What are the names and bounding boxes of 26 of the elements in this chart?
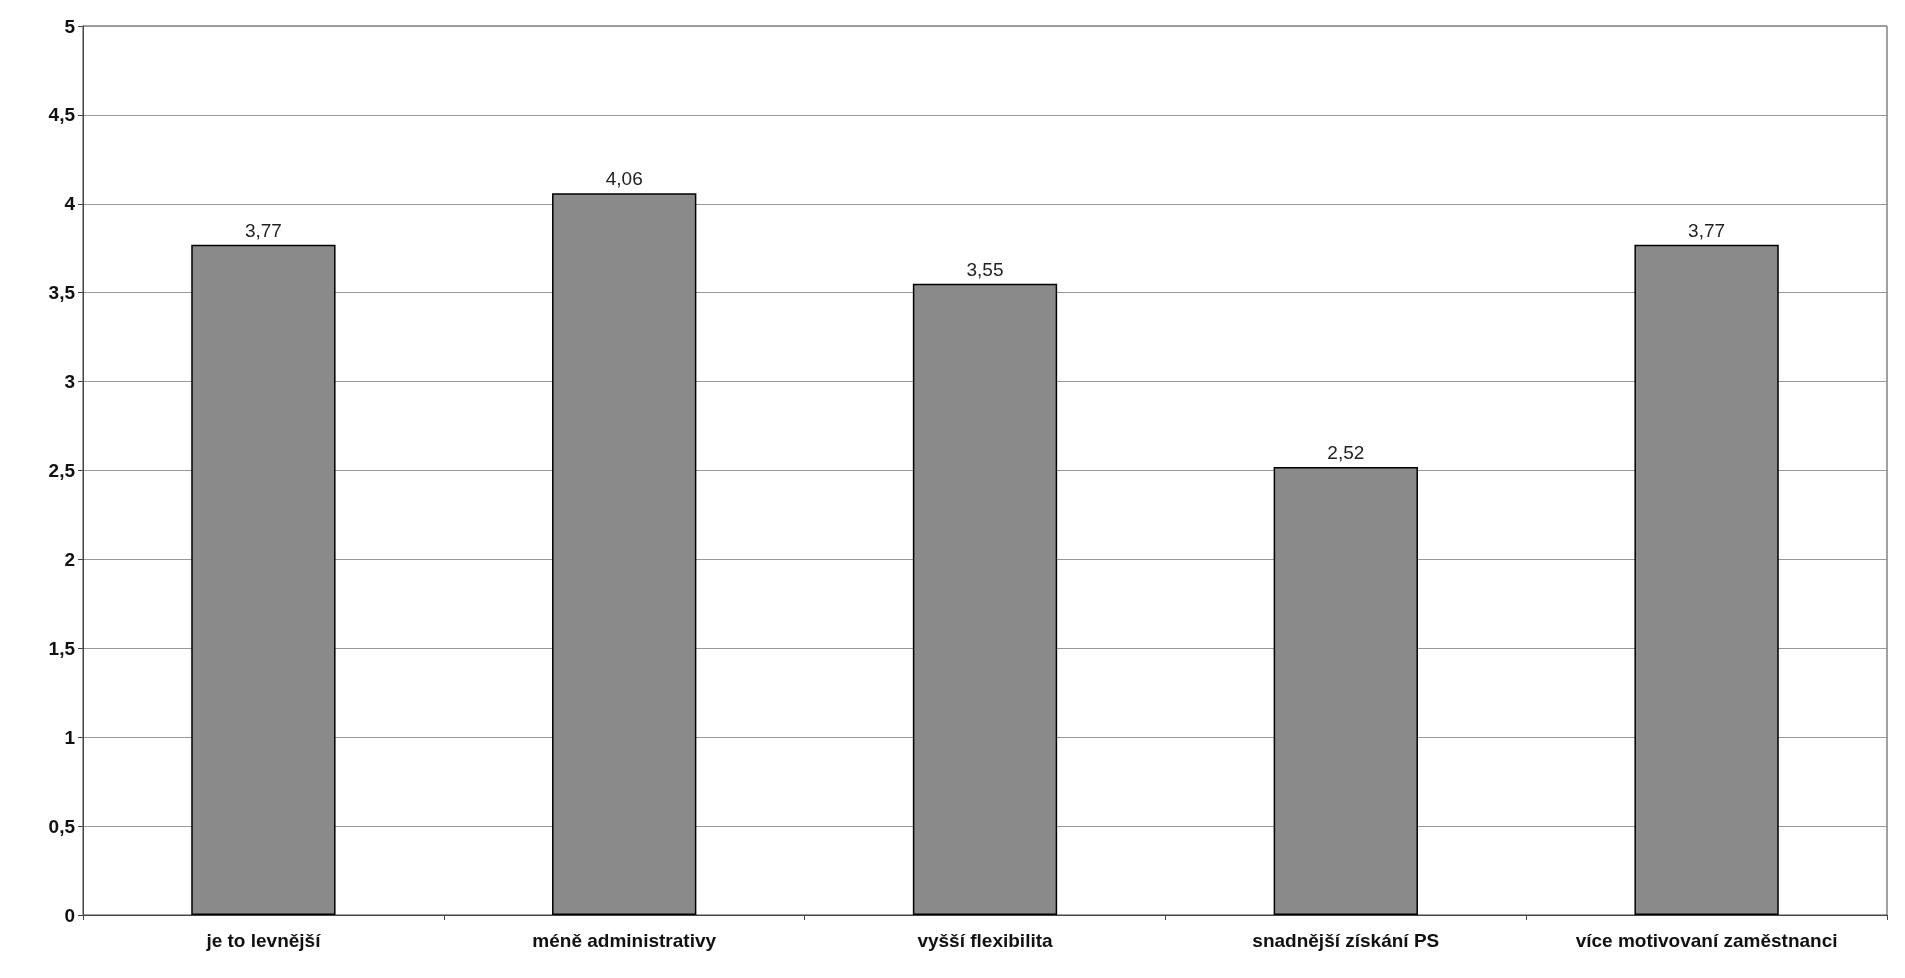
data-label: 4,06: [605, 168, 643, 190]
x-tick-label: méně administrativy: [532, 930, 717, 951]
bar: [1273, 466, 1418, 915]
y-tick-label: 4: [64, 193, 76, 215]
y-tick-label: 1,5: [48, 637, 76, 659]
y-tick-label: 3: [64, 371, 75, 393]
data-label: 3,55: [966, 258, 1004, 280]
x-tick-label: snadnější získání PS: [1252, 930, 1440, 951]
y-tick-label: 5: [64, 15, 76, 37]
y-tick-label: 0,5: [48, 815, 76, 837]
x-tick-label: více motivovaní zaměstnanci: [1575, 930, 1838, 951]
bar: [191, 244, 336, 915]
y-tick-label: 3,5: [48, 282, 76, 304]
x-tick-label: je to levnější: [205, 930, 322, 951]
y-tick-label: 2,5: [48, 460, 76, 481]
y-tick-label: 4,5: [48, 104, 76, 126]
bar: [912, 283, 1058, 915]
y-tick-label: 0: [64, 904, 75, 926]
bar: [552, 193, 697, 915]
data-label: 3,77: [1688, 219, 1726, 241]
x-tick-label: vyšší flexibilita: [917, 930, 1054, 951]
data-label: 3,77: [244, 219, 282, 241]
bar: [1634, 244, 1779, 915]
y-tick-label: 1: [64, 726, 76, 748]
y-tick-label: 2: [64, 548, 75, 570]
data-label: 2,52: [1327, 441, 1365, 463]
